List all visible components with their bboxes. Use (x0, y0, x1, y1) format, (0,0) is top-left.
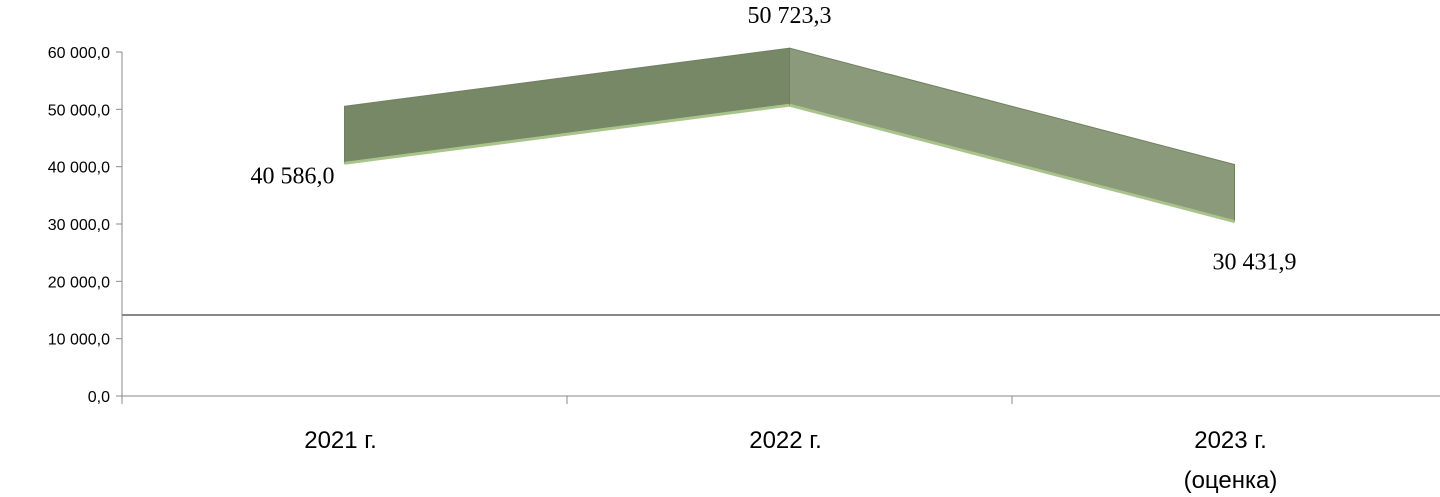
data-labels: 40 586,0 50 723,3 30 431,9 (251, 3, 1297, 275)
ribbon-segment (344, 47, 790, 164)
x-tick-label: (оценка) (1184, 467, 1278, 494)
ribbon-front-edge (344, 103, 790, 165)
y-tick-label: 30 000,0 (48, 217, 110, 234)
y-axis: 0,0 10 000,0 20 000,0 30 000,0 40 000,0 50 00… (48, 45, 123, 406)
data-label: 30 431,9 (1213, 250, 1297, 276)
data-label: 40 586,0 (251, 163, 335, 189)
y-tick-label: 20 000,0 (48, 274, 110, 291)
x-tick-label: 2023 г. (1194, 427, 1267, 454)
y-tick-label: 40 000,0 (48, 160, 110, 177)
series-ribbon (344, 47, 1235, 223)
y-tick-label: 0,0 (88, 389, 110, 406)
ribbon-segment (789, 47, 1235, 223)
x-tick-label: 2021 г. (304, 427, 377, 454)
y-tick-label: 10 000,0 (48, 332, 110, 349)
data-label: 50 723,3 (748, 3, 832, 29)
x-tick-label: 2022 г. (749, 427, 822, 454)
ribbon-front-edge (789, 103, 1235, 223)
y-tick-label: 60 000,0 (48, 45, 110, 62)
y-tick-label: 50 000,0 (48, 102, 110, 119)
x-axis: 2021 г. 2022 г. 2023 г. (оценка) (121, 314, 1440, 494)
